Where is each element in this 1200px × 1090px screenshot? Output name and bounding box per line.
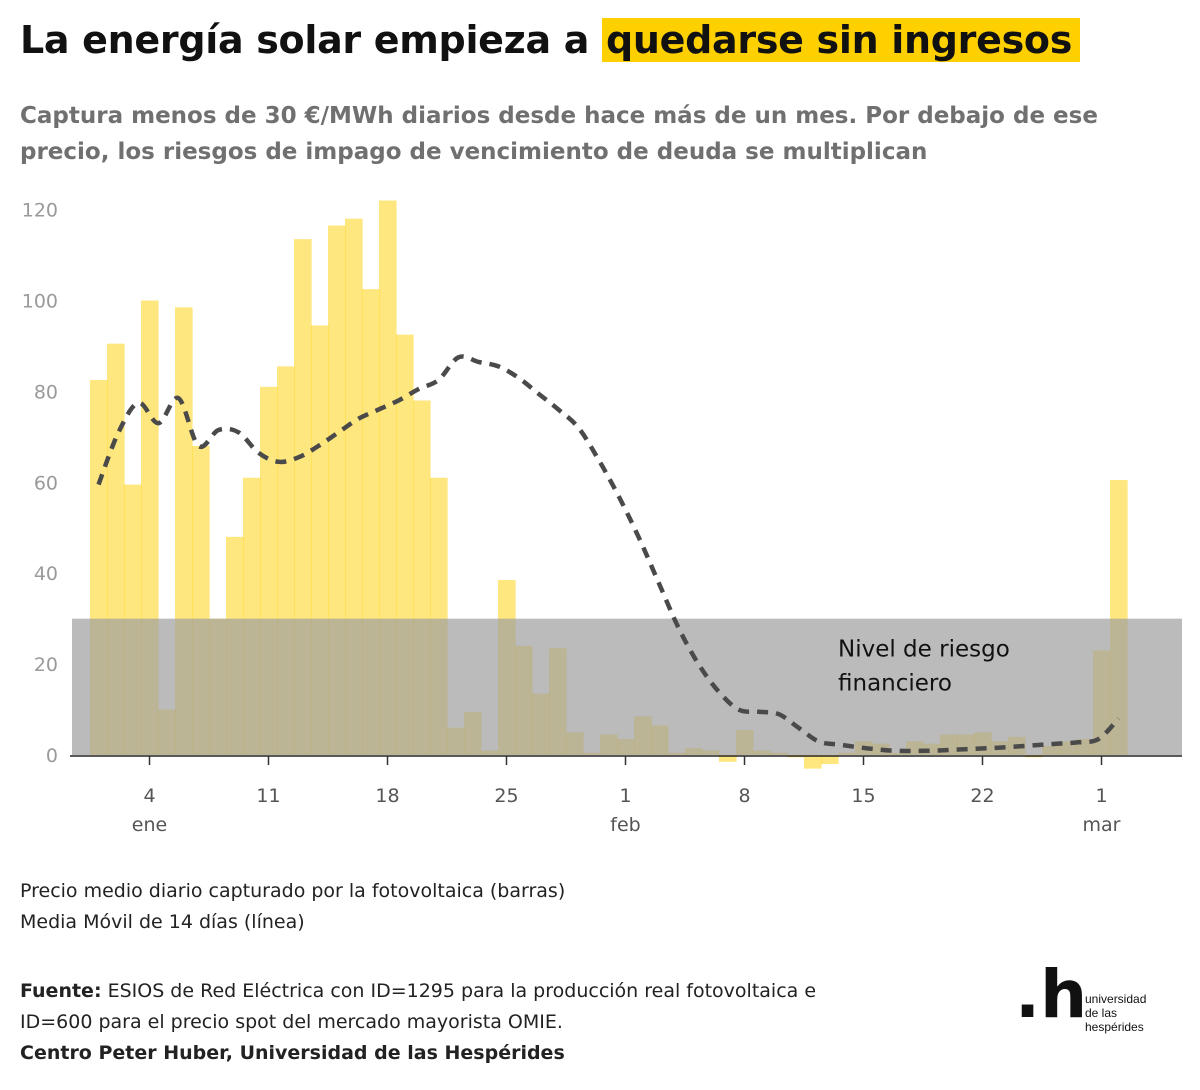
- x-tick-label: 22: [970, 785, 994, 807]
- risk-band-label-line1: Nivel de riesgo: [838, 637, 1010, 663]
- legend: Precio medio diario capturado por la fot…: [20, 876, 565, 938]
- source-line-1: Fuente: ESIOS de Red Eléctrica con ID=12…: [20, 976, 950, 1007]
- x-tick-label: 4: [143, 785, 155, 807]
- title-highlight: quedarse sin ingresos: [602, 18, 1081, 62]
- x-tick-label: 18: [375, 785, 399, 807]
- bar: [804, 755, 822, 769]
- x-tick-sublabel: mar: [1083, 814, 1121, 836]
- y-tick-label: 0: [46, 745, 58, 767]
- title-start: La energía solar empieza a: [20, 18, 590, 62]
- credit-text: Centro Peter Huber, Universidad de las H…: [20, 1042, 565, 1064]
- bar: [379, 200, 397, 755]
- x-axis: 4 ene 11 18 25 1 feb 8 15 22 1 mar: [132, 756, 1121, 836]
- x-tick-label: 8: [738, 785, 750, 807]
- x-tick-label: 1: [619, 785, 631, 807]
- x-tick-sublabel: ene: [132, 814, 167, 836]
- legend-line: Media Móvil de 14 días (línea): [20, 911, 305, 933]
- logo-mark: .h: [1015, 956, 1088, 1033]
- risk-band: [72, 618, 1182, 755]
- source-text-1: ESIOS de Red Eléctrica con ID=1295 para …: [101, 980, 817, 1002]
- y-tick-label: 40: [34, 563, 58, 585]
- logo-text-line2: de las: [1085, 1006, 1118, 1020]
- y-tick-label: 80: [34, 381, 58, 403]
- source-credit: Centro Peter Huber, Universidad de las H…: [20, 1038, 950, 1069]
- x-tick-sublabel: feb: [610, 814, 640, 836]
- y-axis: 0 20 40 60 80 100 120: [22, 200, 58, 767]
- y-tick-label: 120: [22, 200, 58, 222]
- y-tick-label: 60: [34, 472, 58, 494]
- university-logo: .h universidad de las hespérides: [1015, 960, 1175, 1036]
- bar: [719, 755, 737, 762]
- y-tick-label: 100: [22, 291, 58, 313]
- x-tick-label: 25: [494, 785, 518, 807]
- x-tick-label: 15: [851, 785, 875, 807]
- x-tick-label: 11: [256, 785, 280, 807]
- x-tick-label: 1: [1095, 785, 1107, 807]
- chart-subtitle: Captura menos de 30 €/MWh diarios desde …: [20, 103, 1098, 165]
- source-line-2: ID=600 para el precio spot del mercado m…: [20, 1011, 563, 1033]
- moving-average-line: [96, 354, 1121, 754]
- source-note: Fuente: ESIOS de Red Eléctrica con ID=12…: [20, 976, 950, 1069]
- risk-band-label-line2: financiero: [838, 671, 952, 697]
- legend-bars: Precio medio diario capturado por la fot…: [20, 880, 566, 902]
- bar: [821, 755, 839, 765]
- logo-text-line1: universidad: [1085, 992, 1147, 1006]
- chart-title: La energía solar empieza a quedarse sin …: [20, 18, 1081, 62]
- logo-text-line3: hespérides: [1085, 1020, 1144, 1034]
- logo-text: universidad de las hespérides: [1085, 992, 1146, 1034]
- y-tick-label: 20: [34, 654, 58, 676]
- source-label: Fuente:: [20, 980, 102, 1002]
